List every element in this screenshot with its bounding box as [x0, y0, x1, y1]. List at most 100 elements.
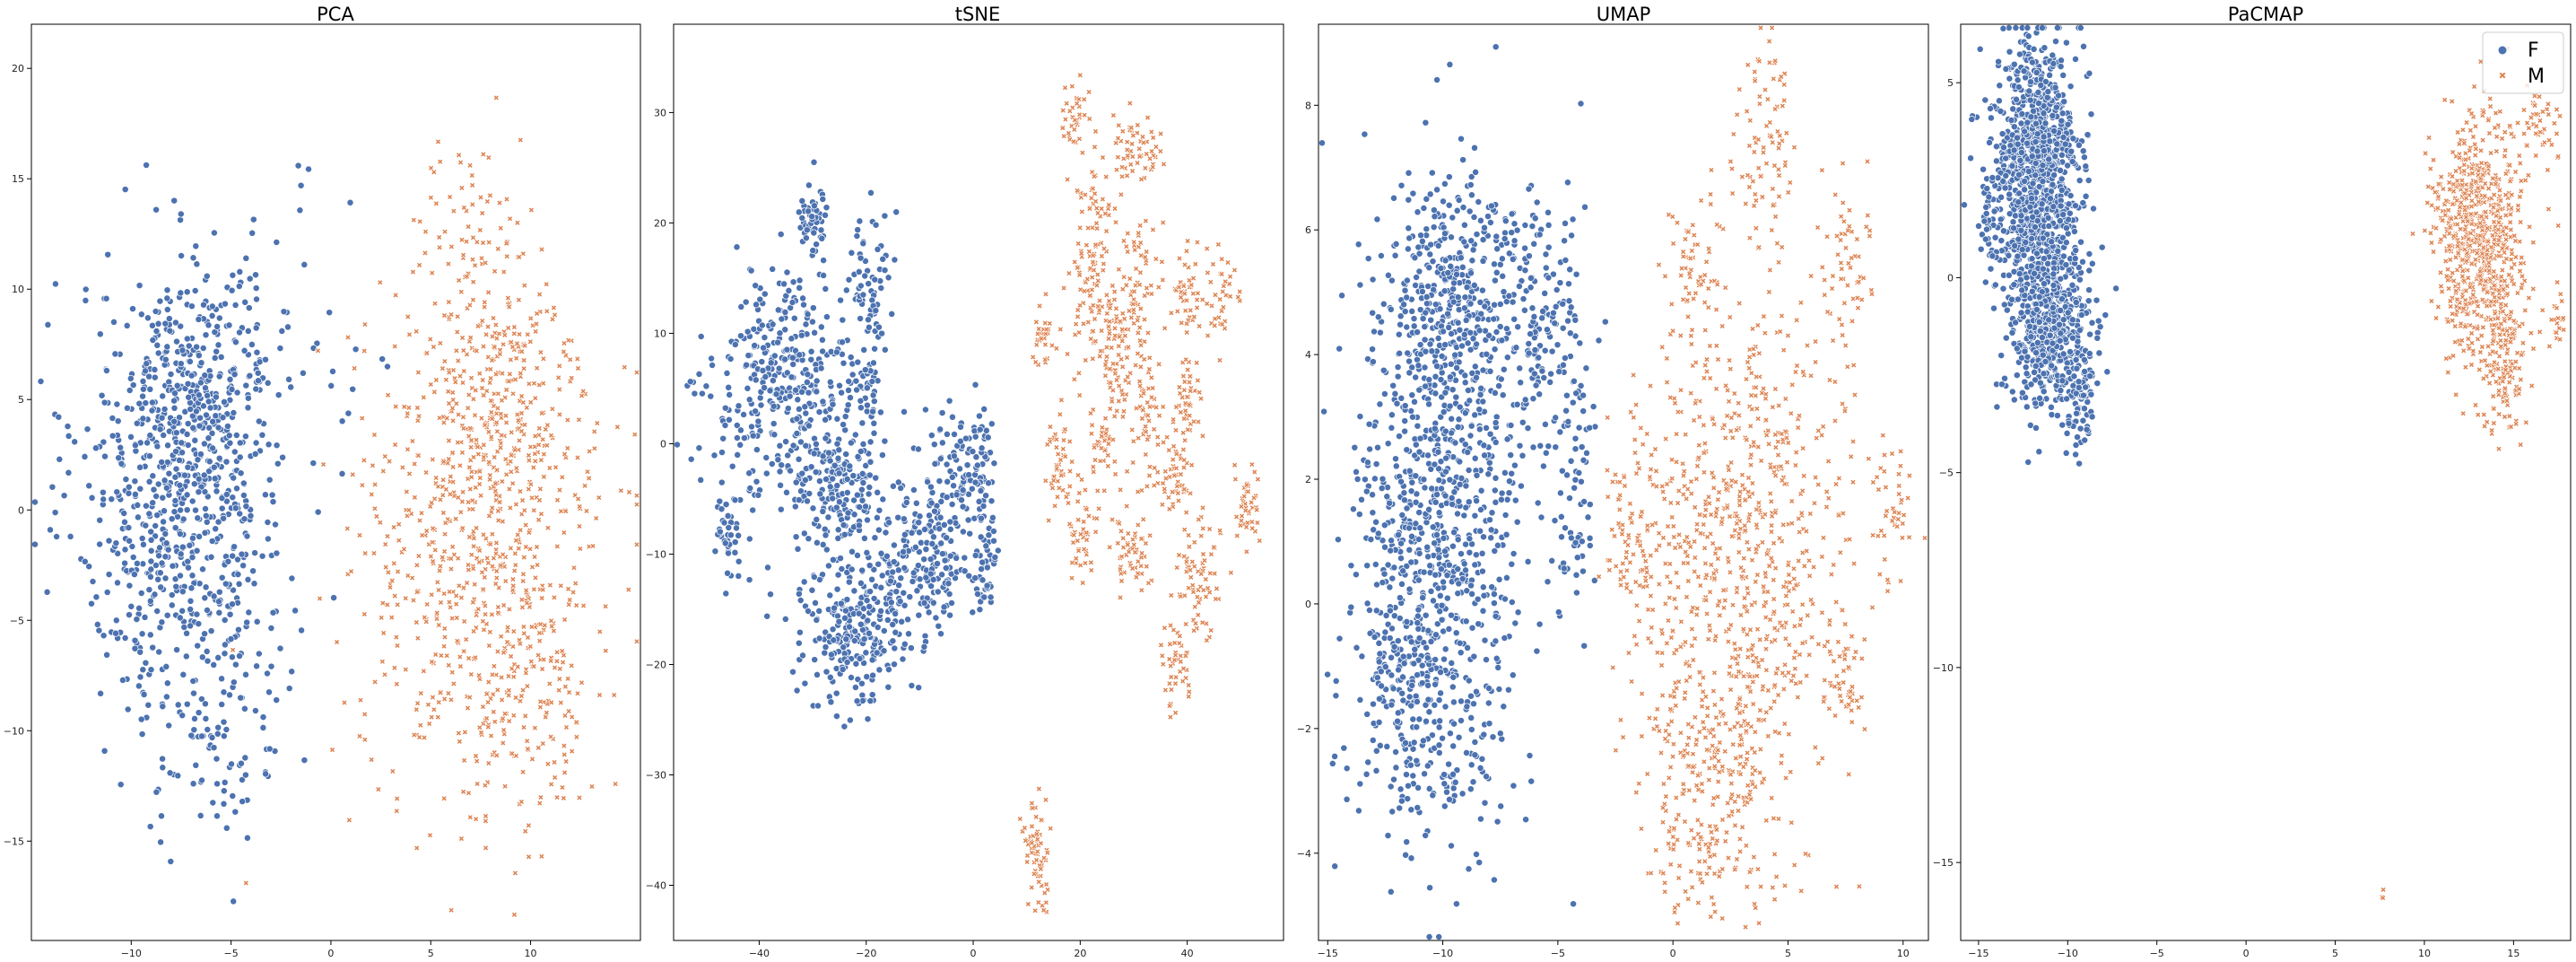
- data-point-f: [879, 255, 887, 263]
- data-point-m: [411, 460, 418, 468]
- data-point-f: [139, 392, 147, 400]
- x-tick-label: −10: [1432, 948, 1453, 959]
- data-point-m: [453, 400, 460, 407]
- data-point-m: [391, 592, 398, 599]
- data-point-m: [1199, 504, 1206, 512]
- data-point-f: [762, 469, 770, 477]
- data-point-m: [508, 429, 515, 436]
- data-point-m: [1142, 451, 1149, 458]
- data-point-f: [1476, 815, 1484, 823]
- x-tick-label: 5: [1785, 948, 1791, 959]
- data-point-f: [93, 620, 101, 628]
- data-point-m: [371, 432, 378, 438]
- data-point-m: [510, 712, 518, 719]
- data-point-m: [447, 194, 454, 200]
- data-point-f: [195, 620, 203, 628]
- data-point-m: [1176, 383, 1183, 390]
- data-point-m: [1157, 148, 1164, 155]
- data-point-m: [1016, 816, 1023, 822]
- data-point-f: [162, 693, 170, 701]
- data-point-m: [569, 748, 576, 755]
- data-point-f: [141, 613, 149, 621]
- data-point-f: [813, 538, 821, 547]
- data-point-m: [481, 626, 487, 634]
- data-point-f: [796, 284, 804, 292]
- data-point-f: [737, 302, 745, 310]
- data-point-m: [474, 781, 481, 787]
- data-point-m: [1207, 278, 1214, 285]
- data-point-m: [473, 752, 479, 759]
- data-point-m: [1139, 133, 1146, 140]
- data-point-m: [611, 692, 618, 698]
- data-point-m: [486, 192, 493, 199]
- data-point-f: [134, 513, 142, 521]
- data-point-m: [507, 215, 514, 223]
- data-point-f: [117, 443, 125, 451]
- data-point-m: [389, 767, 396, 774]
- data-point-f: [223, 423, 231, 430]
- data-point-f: [1432, 498, 1440, 506]
- data-point-m: [1174, 308, 1181, 315]
- data-point-f: [1432, 389, 1440, 398]
- data-point-m: [1181, 437, 1188, 444]
- data-point-f: [1488, 583, 1496, 591]
- data-point-m: [1120, 407, 1127, 415]
- data-point-f: [936, 455, 944, 463]
- data-point-m: [382, 564, 389, 571]
- data-point-m: [1109, 282, 1116, 289]
- data-point-f: [795, 496, 803, 504]
- y-tick-label: −15: [4, 835, 24, 847]
- data-point-m: [470, 278, 477, 285]
- data-point-m: [561, 769, 569, 776]
- data-point-m: [1188, 573, 1195, 581]
- data-point-f: [222, 491, 231, 498]
- data-point-f: [83, 425, 91, 433]
- data-point-f: [884, 274, 892, 282]
- data-point-f: [761, 334, 769, 342]
- data-point-f: [822, 211, 829, 219]
- data-point-m: [520, 554, 527, 561]
- data-point-m: [1123, 503, 1130, 510]
- data-point-m: [1101, 372, 1109, 380]
- data-point-f: [92, 593, 100, 601]
- data-point-f: [822, 668, 831, 676]
- data-point-m: [1243, 548, 1250, 555]
- data-point-f: [193, 610, 201, 618]
- data-point-f: [171, 319, 179, 327]
- data-point-f: [258, 431, 266, 439]
- data-point-m: [437, 339, 444, 346]
- data-point-f: [857, 404, 865, 412]
- data-point-m: [1066, 270, 1073, 277]
- data-point-m: [356, 531, 363, 538]
- data-point-m: [520, 623, 527, 630]
- data-point-m: [560, 659, 567, 666]
- data-point-f: [148, 321, 156, 329]
- data-point-m: [1146, 532, 1153, 539]
- data-point-f: [212, 412, 220, 420]
- data-point-f: [795, 590, 803, 598]
- data-point-f: [853, 491, 861, 499]
- data-point-f: [720, 519, 728, 527]
- data-point-m: [1029, 823, 1035, 830]
- data-point-m: [531, 554, 538, 560]
- data-point-f: [137, 590, 145, 597]
- data-point-m: [431, 169, 438, 176]
- data-point-f: [786, 392, 794, 400]
- data-point-m: [1219, 288, 1226, 295]
- data-point-f: [921, 526, 928, 533]
- data-point-f: [194, 514, 202, 522]
- data-point-f: [183, 430, 191, 438]
- data-point-f: [969, 608, 977, 617]
- data-point-m: [416, 517, 423, 524]
- data-point-f: [193, 547, 201, 555]
- data-point-m: [394, 795, 401, 802]
- data-point-f: [288, 574, 296, 582]
- data-point-f: [973, 461, 981, 469]
- data-point-f: [245, 304, 253, 312]
- data-point-f: [880, 627, 888, 634]
- data-point-f: [85, 482, 93, 490]
- data-point-m: [453, 592, 460, 599]
- data-point-f: [752, 407, 760, 415]
- data-point-f: [772, 390, 780, 398]
- data-point-m: [483, 844, 490, 852]
